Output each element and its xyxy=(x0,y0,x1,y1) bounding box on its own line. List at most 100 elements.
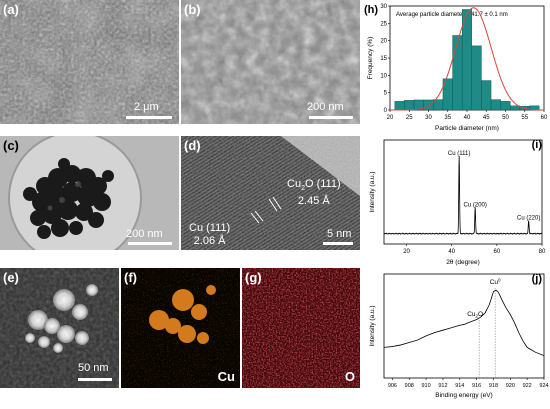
panel-a-scale-text: 2 μm xyxy=(134,101,159,113)
h-xtick-label: 20 xyxy=(387,115,394,121)
j-label-sup: 0 xyxy=(498,278,501,283)
panel-d-cu-annotation: Cu (111) 2.06 Å xyxy=(189,222,230,248)
cu2o-plane: O (111) xyxy=(304,178,341,190)
panel-a-label: (a) xyxy=(3,2,19,17)
panel-h-label: (h) xyxy=(364,4,378,16)
j-xtick-label: 918 xyxy=(489,383,498,389)
panel-a-texture xyxy=(0,0,179,124)
j-peak-label: Cu0 xyxy=(490,278,501,287)
panel-i-ylabel: Intensity (a.u.) xyxy=(369,171,376,212)
panel-d-scale-text: 5 nm xyxy=(327,228,352,240)
i-xtick-label: 40 xyxy=(448,249,455,255)
i-peak-label: Cu (111) xyxy=(448,151,470,157)
panel-d-scale-bar xyxy=(323,242,353,245)
panel-c-texture xyxy=(0,136,179,250)
j-xtick-label: 922 xyxy=(523,383,532,389)
panel-c-scale-text: 200 nm xyxy=(126,228,163,240)
panel-j-line xyxy=(383,289,545,356)
cu2o-formula: Cu xyxy=(287,178,302,190)
panel-e-label: (e) xyxy=(3,270,19,285)
panel-d-texture xyxy=(181,136,360,250)
h-xtick-label: 40 xyxy=(464,115,471,121)
j-label-main: Cu xyxy=(467,311,476,318)
h-xtick-label: 60 xyxy=(541,115,548,121)
panel-e-texture xyxy=(0,268,119,388)
i-xtick-label: 80 xyxy=(539,249,546,255)
panel-e-scale-bar xyxy=(78,378,112,381)
h-ytick-label: 5 xyxy=(384,91,388,97)
j-xtick-label: 912 xyxy=(438,383,447,389)
j-xtick-label: 916 xyxy=(472,383,481,389)
panel-i-xlabel: 2θ (degree) xyxy=(446,259,480,266)
h-xtick-label: 45 xyxy=(483,115,490,121)
cu-plane: Cu (111) xyxy=(189,222,231,234)
h-xtick-label: 30 xyxy=(425,115,432,121)
j-label-rest: O xyxy=(478,311,483,318)
panel-e-scale-text: 50 nm xyxy=(78,362,109,374)
panel-d-annotations xyxy=(250,196,282,224)
panel-b-label: (b) xyxy=(184,2,201,17)
j-xtick-label: 908 xyxy=(405,383,414,389)
h-ytick-label: 20 xyxy=(380,39,387,45)
panel-g-element: O xyxy=(344,369,355,384)
panel-d-label: (d) xyxy=(184,138,201,153)
panel-h-histogram: (h) Average particle diameter = 41.7 ± 0… xyxy=(364,4,548,132)
h-xtick-label: 25 xyxy=(406,115,413,121)
i-xtick-label: 20 xyxy=(403,249,410,255)
panel-j-ylabel: Intensity (a.u.) xyxy=(369,305,376,346)
j-peak-label: Cu2O xyxy=(467,311,483,319)
panel-j-xlabel: Binding energy (eV) xyxy=(435,392,492,399)
histogram-bar xyxy=(461,9,473,111)
panel-f-cu-map: (f) Cu xyxy=(121,268,240,388)
h-xtick-label: 35 xyxy=(444,115,451,121)
panel-e-haadf-image: (e) 50 nm xyxy=(0,268,119,388)
histogram-bar xyxy=(394,101,405,111)
histogram-bar xyxy=(481,80,492,111)
panel-h-ylabel: Frequency (%) xyxy=(367,37,374,80)
j-xtick-label: 906 xyxy=(388,383,397,389)
panel-g-texture xyxy=(242,268,360,388)
cu2o-spacing: 2.45 Å xyxy=(297,195,330,208)
panel-j-frame xyxy=(383,273,545,379)
panel-h-annotation: Average particle diameter = 41.7 ± 0.1 n… xyxy=(396,12,508,18)
panel-c-scale-bar xyxy=(128,242,172,245)
panel-i-label: (i) xyxy=(532,139,543,151)
histogram-bar xyxy=(490,99,501,111)
h-ytick-label: 15 xyxy=(380,56,387,62)
panel-d-cu2o-annotation: Cu2O (111) 2.45 Å xyxy=(287,178,341,208)
panel-h-fit-curve xyxy=(390,7,545,111)
panel-i-frame xyxy=(383,139,543,245)
i-peak-label: Cu (200) xyxy=(464,202,487,208)
histogram-bar xyxy=(423,99,434,111)
panel-d-hrtem-image: (d) Cu2O (111) 2.45 Å Cu (111) 2.06 Å 5 … xyxy=(181,136,360,250)
panel-a-sem-image: (a) 2 μm xyxy=(0,0,179,124)
histogram-bar xyxy=(452,35,463,111)
h-ytick-label: 25 xyxy=(380,21,387,27)
h-xtick-label: 55 xyxy=(521,115,528,121)
panel-b-sem-image: (b) 200 nm xyxy=(181,0,360,124)
histogram-bar xyxy=(500,101,511,111)
panel-f-texture xyxy=(121,268,240,388)
i-peak-label: Cu (220) xyxy=(517,216,540,222)
h-ytick-label: 10 xyxy=(380,73,387,79)
j-label-sub: 2 xyxy=(476,314,479,319)
h-ytick-label: 30 xyxy=(380,4,387,10)
j-xtick-label: 914 xyxy=(455,383,464,389)
panel-c-tem-image: (c) 200 nm xyxy=(0,136,179,250)
panel-f-label: (f) xyxy=(124,270,137,285)
cu-spacing: 2.06 Å xyxy=(193,235,226,247)
panel-c-label: (c) xyxy=(3,138,19,153)
panel-a-scale-bar xyxy=(126,116,172,119)
histogram-bar xyxy=(404,100,415,111)
j-xtick-label: 924 xyxy=(539,383,548,389)
h-ytick-label: 0 xyxy=(384,108,388,114)
panel-h-xlabel: Particle diameter (nm) xyxy=(435,125,499,132)
panel-i-xrd: (i) Cu (111) Cu (200) Cu (220) 20 40 60 80 2θ… xyxy=(369,139,546,266)
panel-b-scale-text: 200 nm xyxy=(307,101,344,113)
panel-f-element: Cu xyxy=(217,369,235,384)
h-xtick-label: 50 xyxy=(502,115,509,121)
j-xtick-label: 920 xyxy=(506,383,515,389)
j-xtick-label: 910 xyxy=(422,383,431,389)
histogram-bar xyxy=(471,45,482,111)
